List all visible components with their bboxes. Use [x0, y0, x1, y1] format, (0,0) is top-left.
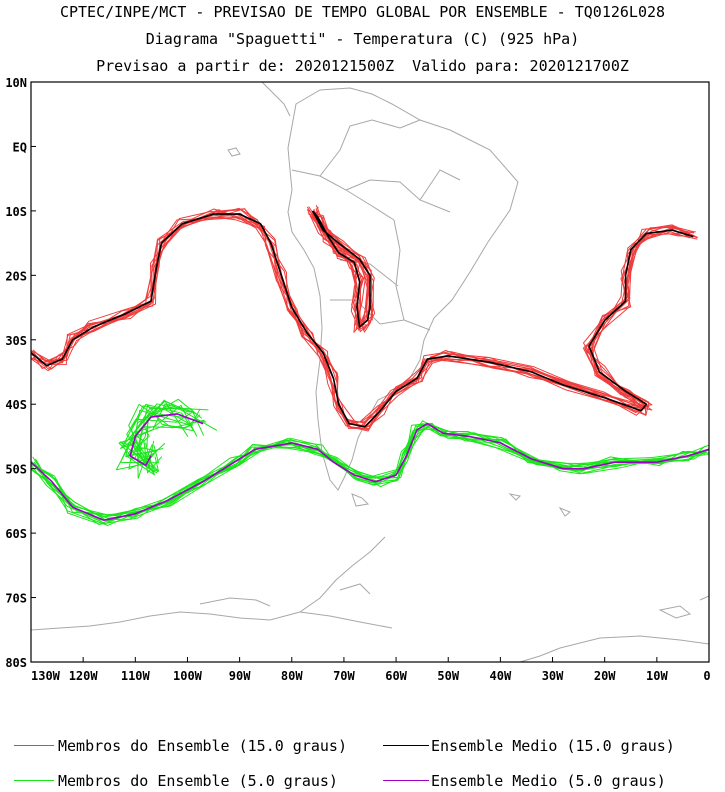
- legend-label-members-5: Membros do Ensemble (5.0 graus): [58, 772, 338, 790]
- member-contour-5: [31, 422, 705, 526]
- map-title: CPTEC/INPE/MCT - PREVISAO DE TEMPO GLOBA…: [59, 3, 666, 21]
- legend-item-members-5: Membros do Ensemble (5.0 graus): [14, 771, 374, 791]
- plot-frame: [30, 81, 710, 663]
- legend-item-members-15: Membros do Ensemble (15.0 graus): [14, 736, 374, 756]
- member-contour-15: [31, 208, 698, 431]
- lat-label: 10N: [5, 76, 27, 90]
- lon-label: 50W: [437, 669, 459, 683]
- map-subtitle: Diagrama "Spaguetti" - Temperatura (C) (…: [145, 30, 580, 48]
- lon-label: 120W: [69, 669, 99, 683]
- mean-contour-15: [311, 210, 371, 328]
- lon-label: 40W: [490, 669, 512, 683]
- member-contour-5: [130, 403, 191, 474]
- legend-swatch-members-5: [14, 780, 54, 781]
- legend-swatch-members-15: [14, 745, 54, 746]
- axis-labels: 10N EQ 10S 20S 30S 40S 50S 60S 70S 80S 130W 120W 110…: [5, 76, 710, 683]
- map-validity: Previsao a partir de: 2020121500Z Valido…: [96, 57, 629, 75]
- member-contour-15: [31, 209, 691, 424]
- legend-swatch-mean-15: [383, 745, 429, 746]
- member-contour-5: [125, 399, 189, 458]
- lon-label: 130W: [31, 669, 61, 683]
- lat-label: 50S: [5, 463, 27, 477]
- lat-label: 20S: [5, 269, 27, 283]
- lon-label: 20W: [594, 669, 616, 683]
- lat-label: EQ: [13, 140, 27, 154]
- mean-contour-5: [129, 413, 204, 467]
- member-contour-5: [31, 428, 709, 519]
- lat-label: 10S: [5, 205, 27, 219]
- ensemble-mean-lines: [31, 210, 709, 521]
- lat-label: 30S: [5, 334, 27, 348]
- mean-contour-15: [31, 213, 694, 428]
- lon-label: 30W: [542, 669, 564, 683]
- mean-contour-5: [31, 422, 709, 521]
- lon-label: 90W: [229, 669, 251, 683]
- member-contour-5: [126, 411, 193, 472]
- member-contour-15: [36, 208, 690, 428]
- lon-label: 80W: [281, 669, 303, 683]
- legend-label-mean-5: Ensemble Medio (5.0 graus): [431, 772, 666, 790]
- member-contour-5: [131, 403, 194, 474]
- lat-label: 70S: [5, 592, 27, 606]
- lon-label: 110W: [121, 669, 151, 683]
- lat-label: 40S: [5, 398, 27, 412]
- lat-label: 80S: [5, 656, 27, 670]
- spaghetti-map: 10N EQ 10S 20S 30S 40S 50S 60S 70S 80S 130W 120W 110…: [5, 76, 710, 683]
- legend-item-mean-5: Ensemble Medio (5.0 graus): [383, 771, 723, 791]
- ensemble-members-15: [31, 205, 699, 432]
- lon-label: 100W: [173, 669, 203, 683]
- legend-swatch-mean-5: [383, 780, 429, 781]
- legend-label-mean-15: Ensemble Medio (15.0 graus): [431, 737, 675, 755]
- lon-label: 10W: [646, 669, 668, 683]
- lon-label: 70W: [333, 669, 355, 683]
- member-contour-5: [32, 423, 709, 518]
- lon-label: 60W: [385, 669, 407, 683]
- lat-label: 60S: [5, 527, 27, 541]
- lon-label: 0: [703, 669, 710, 683]
- legend-label-members-15: Membros do Ensemble (15.0 graus): [58, 737, 347, 755]
- legend-item-mean-15: Ensemble Medio (15.0 graus): [383, 736, 723, 756]
